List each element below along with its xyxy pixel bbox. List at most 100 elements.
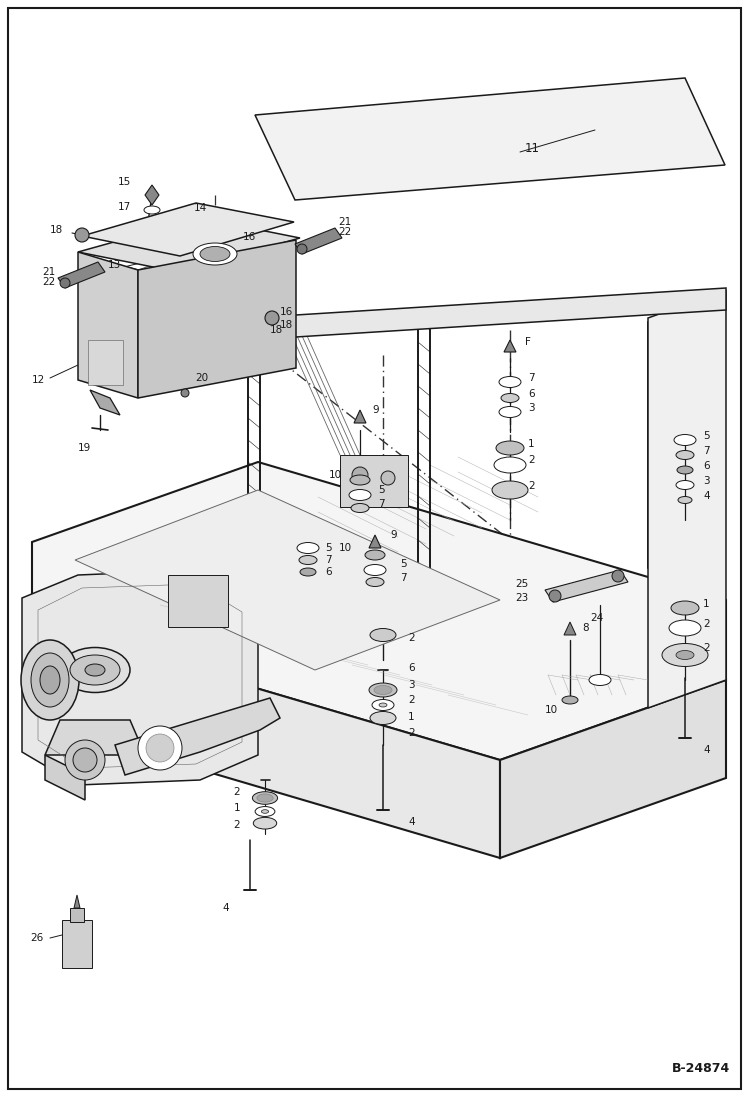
Text: 3: 3 (408, 680, 415, 690)
Text: 7: 7 (703, 446, 709, 456)
Ellipse shape (370, 629, 396, 642)
Ellipse shape (674, 434, 696, 445)
Polygon shape (145, 185, 159, 205)
Text: 18: 18 (280, 320, 294, 330)
Text: 22: 22 (42, 278, 55, 287)
Text: 18: 18 (50, 225, 63, 235)
Text: 6: 6 (325, 567, 332, 577)
Ellipse shape (369, 683, 397, 697)
Text: 7: 7 (528, 373, 535, 383)
Ellipse shape (379, 703, 387, 706)
Text: 3: 3 (703, 476, 709, 486)
Text: 1: 1 (408, 712, 415, 722)
Text: 2: 2 (703, 643, 709, 653)
Text: 16: 16 (243, 231, 256, 242)
Text: B-24874: B-24874 (672, 1062, 730, 1075)
Text: 22: 22 (338, 227, 351, 237)
Ellipse shape (496, 441, 524, 455)
Polygon shape (74, 895, 80, 908)
Polygon shape (545, 570, 628, 602)
Text: 2: 2 (408, 633, 415, 643)
Ellipse shape (372, 700, 394, 711)
Text: 5: 5 (378, 485, 385, 495)
Circle shape (297, 244, 307, 255)
Text: 2: 2 (234, 787, 240, 798)
Polygon shape (138, 240, 296, 398)
Polygon shape (648, 290, 726, 708)
Ellipse shape (255, 806, 275, 816)
Ellipse shape (374, 686, 392, 694)
Ellipse shape (299, 555, 317, 565)
Text: 16: 16 (280, 307, 294, 317)
Polygon shape (78, 218, 300, 272)
Circle shape (75, 228, 89, 242)
Text: 4: 4 (222, 903, 228, 913)
Ellipse shape (669, 620, 701, 636)
Polygon shape (75, 490, 500, 670)
Text: 2: 2 (234, 819, 240, 830)
Text: 13: 13 (108, 260, 121, 270)
Ellipse shape (261, 810, 269, 813)
Text: 25: 25 (515, 579, 528, 589)
Ellipse shape (40, 666, 60, 694)
Text: 20: 20 (195, 373, 208, 383)
Ellipse shape (492, 480, 528, 499)
Text: 7: 7 (378, 499, 385, 509)
Text: 23: 23 (515, 593, 528, 603)
Text: 2: 2 (408, 728, 415, 738)
Ellipse shape (562, 695, 578, 704)
Ellipse shape (257, 794, 273, 802)
Ellipse shape (677, 466, 693, 474)
Ellipse shape (662, 644, 708, 667)
Text: F: F (525, 337, 531, 347)
Circle shape (549, 590, 561, 602)
Polygon shape (255, 78, 725, 200)
Circle shape (381, 471, 395, 485)
Circle shape (181, 389, 189, 397)
Ellipse shape (351, 504, 369, 512)
Text: 4: 4 (408, 817, 415, 827)
Ellipse shape (349, 489, 371, 500)
Ellipse shape (60, 647, 130, 692)
Text: 15: 15 (118, 177, 131, 186)
Circle shape (65, 740, 105, 780)
Ellipse shape (366, 577, 384, 587)
Polygon shape (248, 289, 726, 340)
Ellipse shape (252, 792, 278, 804)
Polygon shape (504, 340, 516, 352)
Polygon shape (115, 698, 280, 774)
Bar (168, 575, 228, 627)
Text: 5: 5 (703, 431, 709, 441)
Ellipse shape (678, 497, 692, 504)
Polygon shape (32, 622, 500, 858)
Text: 1: 1 (234, 803, 240, 813)
Text: 7: 7 (400, 573, 407, 583)
Text: 21: 21 (338, 217, 351, 227)
Polygon shape (78, 252, 138, 398)
Ellipse shape (365, 550, 385, 559)
Ellipse shape (200, 247, 230, 261)
Ellipse shape (253, 817, 276, 829)
Ellipse shape (676, 451, 694, 460)
Text: 21: 21 (42, 267, 55, 278)
Ellipse shape (144, 206, 160, 214)
Polygon shape (32, 462, 726, 760)
Ellipse shape (499, 407, 521, 418)
Text: 5: 5 (400, 559, 407, 569)
Text: 26: 26 (30, 934, 43, 943)
Text: 4: 4 (703, 491, 709, 501)
Bar (70, 908, 84, 921)
Ellipse shape (85, 664, 105, 676)
Text: 9: 9 (372, 405, 379, 415)
Ellipse shape (297, 543, 319, 554)
Ellipse shape (676, 651, 694, 659)
Text: 7: 7 (325, 555, 332, 565)
Ellipse shape (364, 565, 386, 576)
Text: 9: 9 (390, 530, 397, 540)
Text: 6: 6 (703, 461, 709, 471)
Ellipse shape (70, 655, 120, 685)
Ellipse shape (494, 457, 526, 473)
Circle shape (60, 278, 70, 289)
Ellipse shape (21, 640, 79, 720)
Circle shape (352, 467, 368, 483)
